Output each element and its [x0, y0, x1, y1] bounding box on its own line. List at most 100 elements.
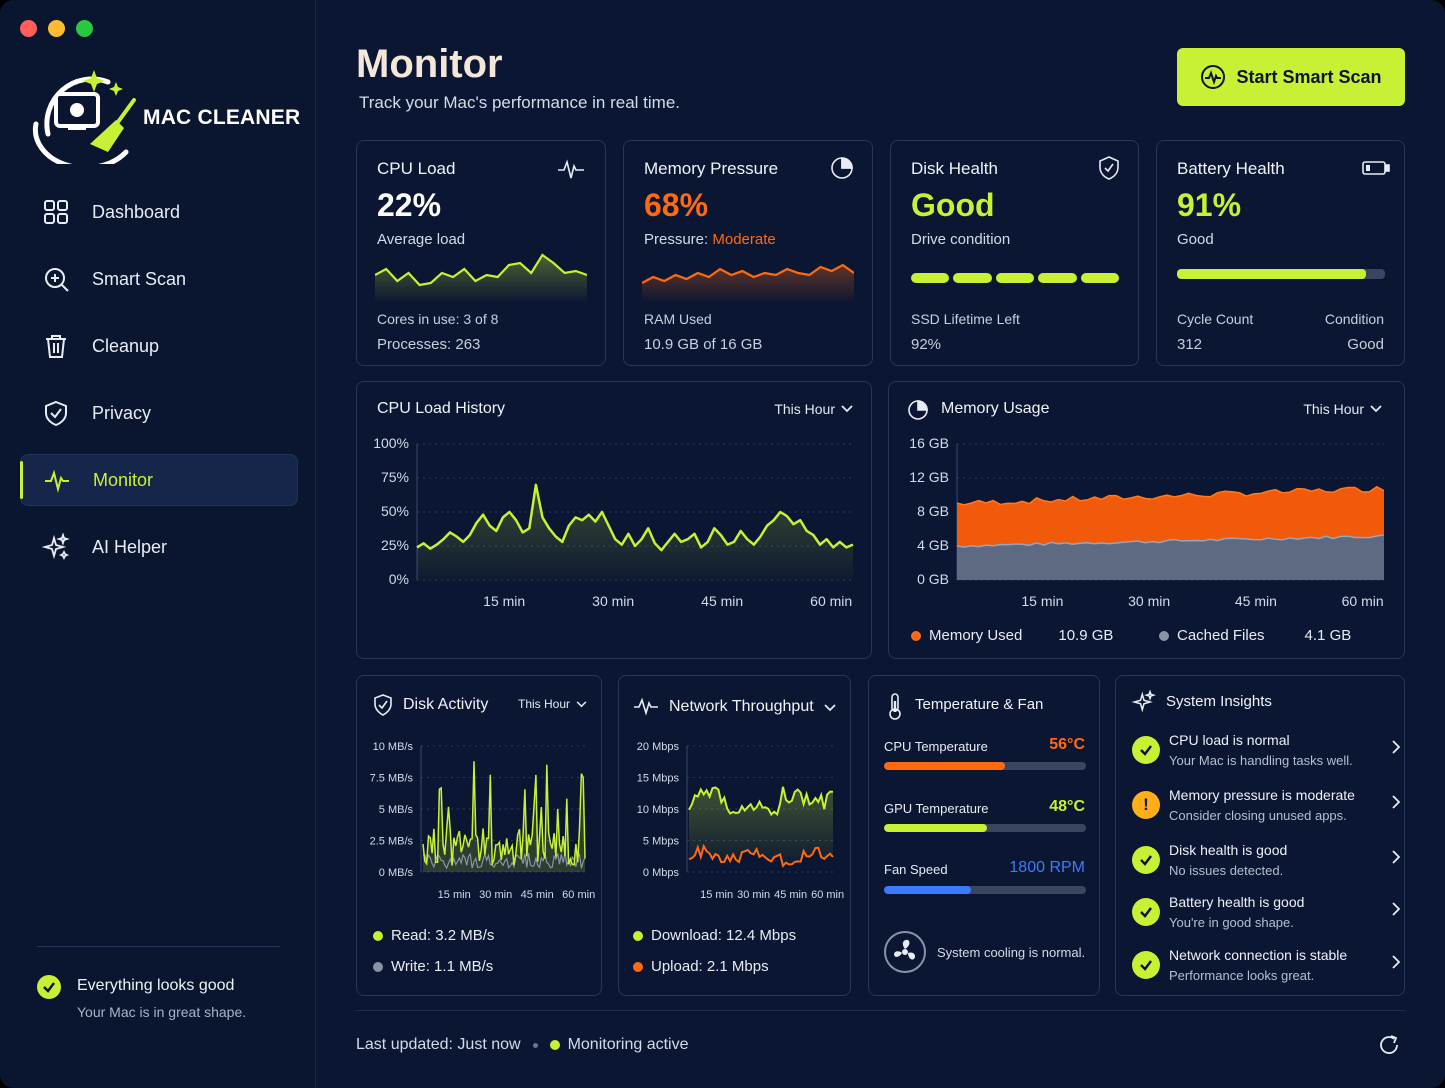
sidebar-item-label: Smart Scan: [92, 268, 187, 289]
ssd-segment: [1038, 273, 1077, 283]
card-title: Memory Pressure: [644, 159, 779, 178]
insight-network[interactable]: Network connection is stable Performance…: [1132, 947, 1400, 991]
y-tick-label: 0%: [389, 571, 409, 587]
legend-cached-files: Cached Files 4.1 GB: [1159, 627, 1351, 644]
cpu-load-caption: Average load: [377, 231, 466, 248]
check-icon: [1132, 951, 1160, 979]
legend-value: 10.9 GB: [1058, 627, 1114, 644]
network-chart: 20 Mbps 15 Mbps 10 Mbps 5 Mbps 0 Mbps 15 min 3…: [637, 741, 844, 901]
sidebar-item-smart-scan[interactable]: Smart Scan: [20, 253, 298, 305]
gpu-temperature-label: GPU Temperature: [884, 801, 989, 816]
legend-dot: [1159, 630, 1169, 641]
x-tick-label: 60 min: [811, 889, 844, 901]
footer-divider: [356, 1010, 1405, 1011]
legend-upload: Upload: 2.1 Mbps: [633, 958, 769, 975]
x-tick-label: 15 min: [700, 889, 733, 901]
sparkles-icon: [42, 533, 70, 561]
chevron-down-icon: [841, 405, 853, 413]
cores-in-use: Cores in use: 3 of 8: [377, 311, 499, 327]
memory-usage-range-dropdown[interactable]: This Hour: [1303, 401, 1382, 417]
memory-sparkline-area: [642, 265, 854, 303]
cpu-history-line: [416, 483, 854, 552]
x-tick-label: 60 min: [562, 889, 595, 901]
memory-used-line: [956, 485, 1385, 506]
start-smart-scan-button[interactable]: Start Smart Scan: [1177, 48, 1405, 106]
y-tick-label: 100%: [373, 435, 409, 451]
cpu-load-history-card: CPU Load History This Hour 100% 75% 50% 25%…: [356, 381, 872, 659]
chevron-down-icon: [1370, 405, 1382, 413]
temperature-fan-card: Temperature & Fan CPU Temperature 56°C G…: [868, 675, 1100, 996]
scan-icon: [45, 268, 69, 292]
fan-speed-bar: [884, 886, 1086, 894]
legend-label: Read: 3.2 MB/s: [391, 927, 495, 944]
x-tick-label: 60 min: [1342, 593, 1384, 609]
thermometer-icon: [889, 693, 901, 720]
sidebar: MAC CLEANER Dashboard Smart Scan Cleanup…: [0, 0, 316, 1088]
cpu-temperature-bar: [884, 762, 1086, 770]
chevron-down-icon: [576, 700, 587, 707]
cpu-load-card: CPU Load 22% Average load Cores in use: …: [356, 140, 606, 366]
memory-sparkline: [642, 263, 854, 303]
y-tick-label: 16 GB: [909, 435, 949, 451]
zoom-window-button[interactable]: [76, 20, 93, 37]
memory-pressure-value: 68%: [644, 187, 709, 223]
sidebar-nav: Dashboard Smart Scan Cleanup Privacy Mon…: [20, 186, 298, 588]
y-tick-label: 20 Mbps: [637, 741, 680, 753]
insight-title: Memory pressure is moderate: [1169, 787, 1355, 803]
legend-download: Download: 12.4 Mbps: [633, 927, 796, 944]
check-icon: [37, 975, 61, 999]
y-tick-label: 0 MB/s: [379, 867, 414, 879]
insight-cpu[interactable]: CPU load is normal Your Mac is handling …: [1132, 732, 1400, 776]
insight-disk[interactable]: Disk health is good No issues detected.: [1132, 842, 1400, 886]
battery-health-value: 91%: [1177, 187, 1242, 223]
chevron-down-icon[interactable]: [824, 704, 836, 712]
y-tick-label: 25%: [381, 537, 409, 553]
y-tick-label: 8 GB: [917, 503, 949, 519]
x-tick-label: 45 min: [701, 593, 743, 609]
minimize-window-button[interactable]: [48, 20, 65, 37]
disk-health-caption: Drive condition: [911, 231, 1011, 248]
grid-icon: [44, 200, 68, 224]
y-tick-label: 12 GB: [909, 469, 949, 485]
sidebar-item-privacy[interactable]: Privacy: [20, 387, 298, 439]
card-title: Temperature & Fan: [915, 696, 1044, 713]
sidebar-item-monitor[interactable]: Monitor: [20, 454, 298, 506]
download-line: [688, 786, 834, 817]
insight-title: Disk health is good: [1169, 842, 1288, 858]
dropdown-value: This Hour: [517, 697, 570, 711]
chevron-right-icon: [1392, 850, 1400, 864]
sidebar-item-cleanup[interactable]: Cleanup: [20, 320, 298, 372]
x-tick-label: 60 min: [810, 593, 852, 609]
insight-detail: Your Mac is handling tasks well.: [1169, 753, 1353, 768]
close-window-button[interactable]: [20, 20, 37, 37]
cpu-history-range-dropdown[interactable]: This Hour: [774, 401, 853, 417]
app-name: MAC CLEANER: [143, 106, 301, 129]
legend-dot: [633, 930, 643, 941]
gpu-temperature-bar: [884, 824, 1086, 832]
refresh-icon[interactable]: [1377, 1033, 1401, 1057]
memory-sparkline-line: [642, 263, 854, 284]
download-area: [689, 786, 833, 866]
ssd-lifetime-label: SSD Lifetime Left: [911, 311, 1020, 327]
condition-label: Condition: [1324, 311, 1384, 327]
x-tick-label: 30 min: [737, 889, 770, 901]
sidebar-item-dashboard[interactable]: Dashboard: [20, 186, 298, 238]
y-tick-label: 15 Mbps: [637, 773, 680, 785]
ssd-segment: [911, 273, 950, 283]
insight-battery[interactable]: Battery health is good You're in good sh…: [1132, 894, 1400, 938]
memory-pressure-caption: Pressure: Moderate: [644, 231, 776, 248]
y-tick-label: 0 Mbps: [643, 867, 680, 879]
condition-value: Good: [1347, 336, 1384, 353]
y-tick-label: 2.5 MB/s: [370, 836, 414, 848]
sidebar-item-label: Privacy: [92, 402, 152, 423]
sidebar-item-ai-helper[interactable]: AI Helper: [20, 521, 298, 573]
cpu-temperature-fill: [884, 762, 1006, 770]
chevron-right-icon: [1392, 795, 1400, 809]
fan-speed-fill: [884, 886, 971, 894]
dropdown-value: This Hour: [774, 401, 835, 417]
gpu-temperature-fill: [884, 824, 988, 832]
y-tick-label: 5 MB/s: [379, 804, 414, 816]
disk-activity-range-dropdown[interactable]: This Hour: [518, 697, 587, 711]
insight-memory[interactable]: ! Memory pressure is moderate Consider c…: [1132, 787, 1400, 831]
